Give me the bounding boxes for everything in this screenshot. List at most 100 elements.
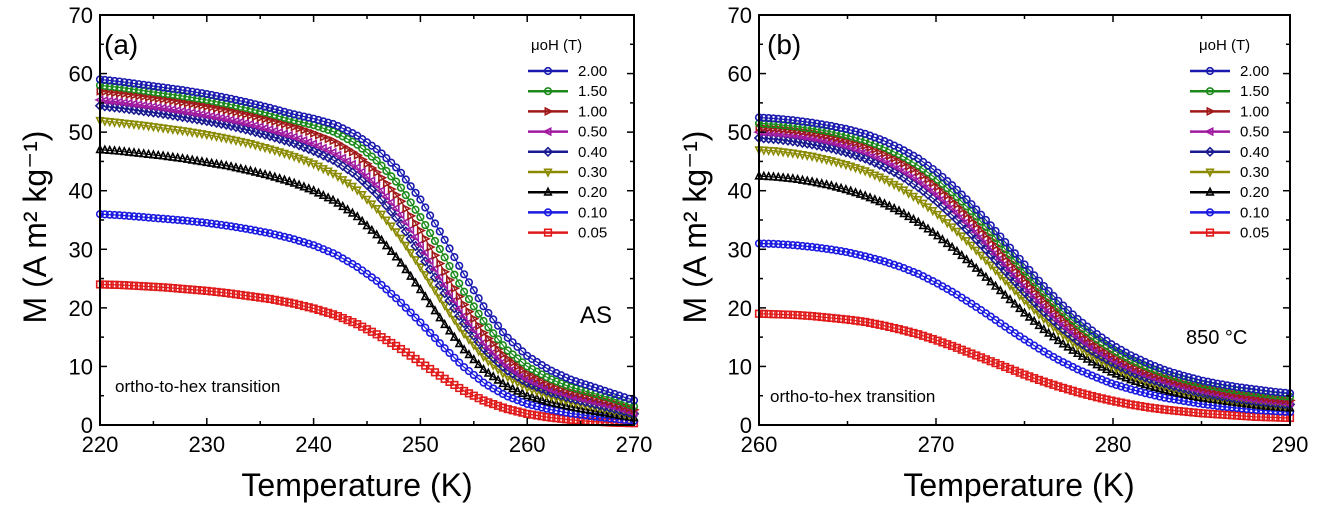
panel-a-series-0.20-point <box>129 147 139 157</box>
panel-a-series-1.50-point <box>474 309 483 318</box>
panel-b-series-0.05-point <box>1107 396 1116 405</box>
panel-b-series-1.00-point <box>1035 289 1045 299</box>
panel-b-series-1.00-point <box>1218 386 1229 397</box>
panel-a-series-0.20-point <box>216 159 226 169</box>
panel-a-legend-item: 1.50 <box>528 83 607 100</box>
panel-b-series-1.00-point <box>1262 393 1272 403</box>
panel-b-series-0.05-point <box>1227 411 1237 420</box>
panel-b-series-1.00-point <box>905 161 915 171</box>
panel-b-series-0.20-point <box>1000 289 1010 299</box>
panel-b-series-0.30-point <box>764 146 774 157</box>
panel-a-series-0.20-point <box>614 409 625 420</box>
panel-a-series-2.00-point <box>265 103 275 112</box>
panel-a-series-0.10-point <box>406 308 415 317</box>
panel-a-series-0.20-point <box>338 200 348 211</box>
panel-a-series-2.00-point <box>241 97 250 107</box>
panel-b-series-1.00-point <box>1204 384 1214 394</box>
panel-a-series-0.05-point <box>110 280 119 289</box>
panel-a-y-tick-label: 70 <box>69 3 93 28</box>
panel-a-series-0.30-point <box>236 137 246 148</box>
panel-b-series-2.00-point <box>952 185 962 194</box>
panel-a-legend-label: 0.50 <box>578 124 607 141</box>
panel-b-legend-swatch-marker <box>1205 186 1215 196</box>
panel-b-legend-item: 0.40 <box>1190 144 1269 161</box>
panel-a-series-0.05-point <box>256 293 265 302</box>
panel-b-series-1.00-point <box>1006 257 1016 267</box>
panel-a-series-0.10-point <box>134 212 143 221</box>
panel-a-y-tick-label: 10 <box>69 354 93 379</box>
panel-a-series-2.00-point <box>134 80 143 89</box>
panel-a-series-2.00-point <box>246 98 255 108</box>
panel-b-legend: 2.00 1.50 1.00 0.50 0.40 0.30 0.20 0.10 0.05 <box>1190 63 1269 242</box>
panel-b-series-0.10-point <box>1097 375 1106 384</box>
panel-a-series-2.00-point <box>518 347 527 356</box>
panel-a-series-1.00-point <box>334 138 344 148</box>
panel-b-series-2.00-point <box>1252 385 1261 394</box>
panel-b-series-0.05-point <box>865 318 875 327</box>
panel-b-series-2.00 <box>754 113 1295 398</box>
panel-a-series-1.00-point <box>601 396 611 406</box>
panel-b-series-1.00-point <box>1001 252 1011 262</box>
panel-b-series-2.00-point <box>1054 296 1063 306</box>
panel-a-series-2.00-point <box>197 89 207 98</box>
panel-b-series-0.20-point <box>879 198 890 208</box>
panel-b-legend-label: 0.30 <box>1240 164 1269 181</box>
panel-a-legend-swatch-marker <box>542 127 552 137</box>
panel-b-series-0.05-point <box>846 315 855 325</box>
panel-a-series-0.10-point <box>547 405 556 414</box>
panel-a-series-0.10-point <box>595 413 605 422</box>
panel-a-legend-label: 0.20 <box>578 184 607 201</box>
panel-b-legend-item: 0.10 <box>1190 204 1269 221</box>
panel-b-series-2.00-point <box>1044 286 1053 296</box>
panel-a-series-0.10-point <box>260 228 270 237</box>
panel-a-series-1.00-point <box>232 107 242 117</box>
panel-a-series-0.05-point <box>513 407 522 416</box>
panel-b-series-0.20-point <box>942 237 952 248</box>
panel-a-series-0.05-point <box>275 296 284 305</box>
panel-a-legend-item: 0.05 <box>528 225 607 242</box>
panel-b-series-1.00-point <box>948 195 958 205</box>
panel-a-series-1.50-point <box>445 261 454 271</box>
panel-b-series-0.05-point <box>880 321 889 330</box>
panel-a-series-0.05-point <box>527 410 537 419</box>
panel-a-series-1.50-point <box>493 335 503 344</box>
panel-b-series-1.00-point <box>1276 394 1287 405</box>
panel-a-series-0.05-point <box>459 386 469 396</box>
panel-b-series-2.00-point <box>1174 370 1184 379</box>
panel-b-series-0.20-point <box>821 179 832 189</box>
panel-a-series-0.05-point <box>469 391 478 400</box>
panel-b-series-0.40-point <box>864 155 876 166</box>
panel-a-series-1.00-point <box>120 89 130 99</box>
panel-a-series-0.30-point <box>444 308 455 319</box>
panel-a-series-1.00-point <box>480 328 490 338</box>
panel-b-series-0.20-point <box>1179 388 1189 399</box>
panel-b-series-2.00-point <box>1078 318 1087 327</box>
panel-a-series-1.00-point <box>368 163 378 173</box>
panel-a-series-2.00-point <box>299 112 308 121</box>
panel-b-series-0.20-point <box>1135 377 1145 387</box>
panel-b-series-0.40-point <box>888 166 900 178</box>
panel-b-series-0.30-point <box>807 152 817 162</box>
panel-a-series-0.20-point <box>318 189 328 200</box>
panel-a-legend-label: 0.05 <box>578 225 607 242</box>
panel-b-series-0.20-point <box>1048 331 1059 341</box>
panel-b-series-2.00-point <box>1049 291 1058 301</box>
panel-b-label: (b) <box>767 29 801 60</box>
panel-a-series-1.00-point <box>509 358 519 368</box>
panel-b-series-0.20-point <box>986 276 996 286</box>
panel-b-series-2.00-point <box>817 120 826 129</box>
panel-a-series-1.00-point <box>266 115 276 125</box>
panel-a-series-0.50-point <box>458 311 468 321</box>
panel-b-series-0.05-point <box>875 320 884 329</box>
panel-a-series-0.20-point <box>333 197 343 207</box>
panel-a-series-0.30-point <box>469 341 479 351</box>
panel-b-series-1.00-point <box>876 146 886 156</box>
panel-b-series-0.05-point <box>1001 362 1010 372</box>
panel-b-series-0.10-point <box>909 267 918 277</box>
panel-b-series-1.00-point <box>1040 294 1050 305</box>
panel-a-series-0.05-point <box>265 294 275 304</box>
panel-a-series-0.30-point <box>202 130 212 141</box>
panel-a-series-2.00-point <box>372 144 381 154</box>
panel-b-series-0.10-point <box>899 264 908 273</box>
panel-b-series-0.10-point <box>783 240 793 249</box>
